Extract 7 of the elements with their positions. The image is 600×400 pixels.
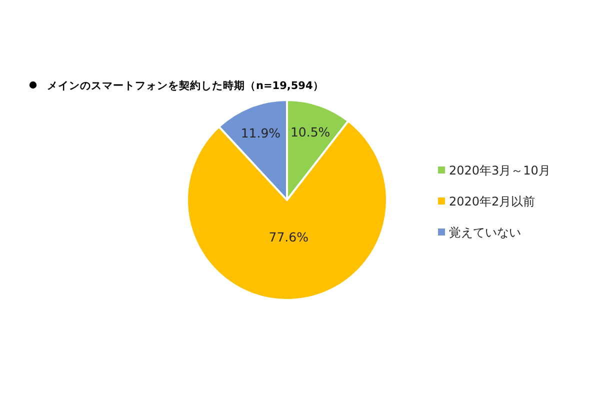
legend-label: 覚えていない: [449, 226, 521, 240]
data-label: 10.5%: [290, 124, 330, 140]
data-label: 77.6%: [268, 229, 309, 244]
legend-label: 2020年3月～10月: [449, 164, 550, 178]
chart-title: メインのスマートフォンを契約した時期（n=19,594）: [47, 79, 324, 92]
data-label: 11.9%: [240, 125, 281, 140]
legend-label: 2020年2月以前: [449, 194, 536, 208]
